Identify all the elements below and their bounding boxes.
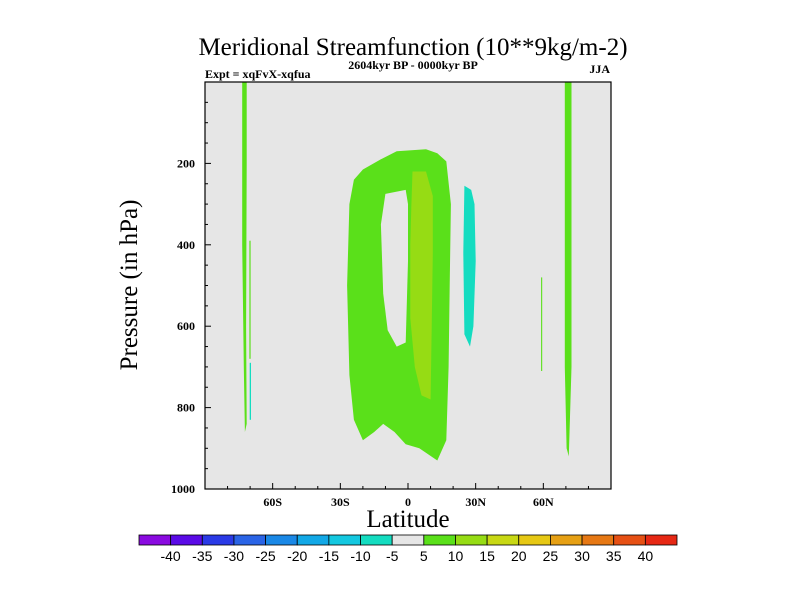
region-gap-central [380,189,408,347]
region-green-far-north [564,82,572,457]
y-tick-label: 600 [177,319,195,333]
colorbar-swatch [201,534,235,546]
region-cyan-30n [463,185,476,347]
colorbar-swatch [423,534,456,546]
colorbar-swatch [328,534,361,546]
colorbar-swatch [550,534,583,546]
x-tick-label: 0 [405,495,411,509]
y-tick-label: 1000 [171,482,195,496]
colorbar-swatch [360,534,393,546]
y-tick-label: 800 [177,401,195,415]
x-tick-label: 30N [465,495,486,509]
colorbar-label: 20 [511,548,527,564]
colorbar-label: -20 [287,548,307,564]
x-tick-label: 60N [533,495,554,509]
y-tick-label: 200 [177,156,195,170]
center-subtitle: 2604kyr BP - 0000kyr BP [348,58,478,72]
colorbar-swatch [455,534,488,546]
colorbar-swatch [391,534,425,546]
colorbar-swatch [233,534,266,546]
colorbar-label: 25 [543,548,559,564]
colorbar-label: -25 [255,548,275,564]
colorbar-label: -40 [160,548,180,564]
colorbar-swatch [613,534,646,546]
colorbar-label: -15 [319,548,339,564]
region-green-south-thin [249,240,251,359]
colorbar-label: 30 [574,548,590,564]
y-tick-label: 400 [177,238,195,252]
x-tick-label: 60S [263,495,282,509]
x-tick-label: 30S [331,495,350,509]
region-cyan-far-south [249,362,251,420]
region-lime-core [410,171,433,400]
colorbar-label: -10 [350,548,370,564]
colorbar-label: 10 [448,548,464,564]
chart-title: Meridional Streamfunction (10**9kg/m-2) [198,34,627,61]
y-axis-label: Pressure (in hPa) [116,200,143,371]
x-axis-label: Latitude [366,506,449,533]
colorbar-swatch [518,534,551,546]
colorbar-swatch [486,534,520,546]
colorbar: -40 -35 -30 -25 -20 -15 -10 -5 5 10 15 20 25 30 35 40 [138,534,678,564]
contour-regions [242,82,572,461]
colorbar-label: -30 [224,548,244,564]
colorbar-label: -35 [192,548,212,564]
colorbar-swatch [170,534,203,546]
colorbar-swatch [138,534,172,546]
axis-ticks: 60S 30S 0 30N 60N 200 400 600 800 1000 [171,101,589,509]
colorbar-label: 5 [420,548,428,564]
region-green-far-south [242,82,247,432]
colorbar-swatch [265,534,298,546]
colorbar-swatch [296,534,330,546]
right-subtitle: JJA [589,62,610,76]
left-subtitle: Expt = xqFvX-xqfua [205,67,311,81]
colorbar-label: 40 [638,548,654,564]
colorbar-swatch [644,534,678,546]
region-green-60n-thin [541,277,543,371]
colorbar-swatch [581,534,615,546]
colorbar-label: 15 [479,548,495,564]
colorbar-label: 35 [606,548,622,564]
colorbar-label: -5 [386,548,399,564]
